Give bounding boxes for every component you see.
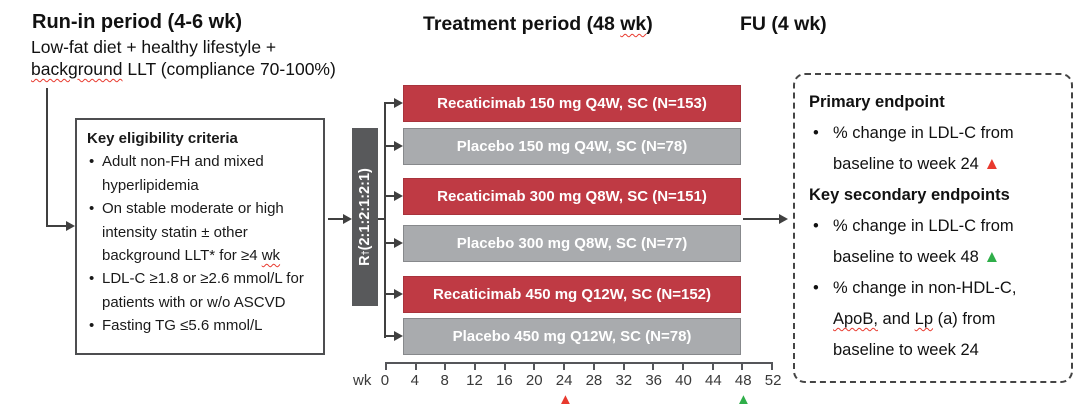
arm-bar-recaticimab-450: Recaticimab 450 mg Q12W, SC (N=152) (403, 276, 741, 313)
eligibility-box: Key eligibility criteria • Adult non-FH … (75, 118, 325, 355)
axis-tick (385, 364, 387, 370)
axis-tick (652, 364, 655, 370)
run-in-subtitle-line2: background LLT (compliance 70-100%) (31, 59, 336, 79)
to-endpoints-line (743, 218, 781, 220)
box-to-randomization-arrowhead-icon (343, 214, 357, 224)
branch-arrowhead-icon (394, 191, 408, 201)
randomization-label: R † (2:1:2:1:2:1) (357, 168, 373, 266)
branch-line (385, 335, 396, 337)
week-axis-ruler (385, 362, 773, 372)
week-axis-unit: wk (353, 372, 372, 389)
week48-marker-icon: ▲ (736, 391, 751, 408)
eligibility-item-ldlc: • LDL-C ≥1.8 or ≥2.6 mmol/L for patients… (87, 267, 317, 314)
bullet-icon: • (813, 279, 819, 297)
branch-arrowhead-icon (394, 289, 408, 299)
arm-bar-placebo-300: Placebo 300 mg Q8W, SC (N=77) (403, 225, 741, 262)
treatment-period-title: Treatment period (48 wk) (423, 13, 653, 35)
elbow-arrowhead-icon (66, 221, 80, 231)
branch-trunk-line (384, 102, 386, 338)
branch-arrowhead-icon (394, 331, 408, 341)
branch-line (385, 102, 396, 104)
branch-line (385, 145, 396, 147)
run-in-period-title: Run-in period (4-6 wk) (32, 11, 242, 33)
branch-arrowhead-icon (394, 98, 408, 108)
bullet-icon: • (813, 124, 819, 142)
axis-tick (444, 364, 447, 370)
eligibility-item-statin: • On stable moderate or high intensity s… (87, 197, 317, 267)
eligibility-item-tg: • Fasting TG ≤5.6 mmol/L (87, 314, 317, 337)
week24-marker-icon: ▲ (558, 391, 573, 408)
axis-tick (414, 364, 417, 370)
arm-bar-recaticimab-300: Recaticimab 300 mg Q8W, SC (N=151) (403, 178, 741, 215)
branch-line (385, 242, 396, 244)
branch-arrowhead-icon (394, 238, 408, 248)
randomization-stub-line (378, 218, 385, 220)
follow-up-title: FU (4 wk) (740, 13, 827, 35)
secondary-endpoint-item-nonhdlc: • % change in non-HDL-C, ApoB, and Lp (a… (809, 273, 1065, 366)
arm-bar-placebo-150: Placebo 150 mg Q4W, SC (N=78) (403, 128, 741, 165)
axis-tick (533, 364, 536, 370)
week48-marker-icon: ▲ (983, 247, 1001, 266)
week24-marker-icon: ▲ (983, 154, 1001, 173)
elbow-connector-vertical (46, 88, 48, 227)
bullet-icon: • (89, 317, 95, 335)
axis-tick (622, 364, 625, 370)
primary-endpoint-title: Primary endpoint (809, 93, 945, 111)
week-axis-labels: 0 4 8 12 16 20 24 28 32 36 40 44 48 52 (380, 372, 782, 389)
branch-line (385, 293, 396, 295)
axis-tick (681, 364, 684, 370)
secondary-endpoints-title: Key secondary endpoints (809, 186, 1010, 204)
run-in-subtitle: Low-fat diet + healthy lifestyle + backg… (31, 36, 336, 80)
axis-tick (592, 364, 595, 370)
primary-endpoint-item: • % change in LDL-C from baseline to wee… (809, 118, 1065, 180)
bullet-icon: • (89, 270, 95, 288)
endpoints-box: Primary endpoint • % change in LDL-C fro… (793, 73, 1073, 383)
axis-tick (711, 364, 714, 370)
axis-tick (474, 364, 477, 370)
box-to-randomization-line (328, 218, 344, 220)
bullet-icon: • (813, 217, 819, 235)
bullet-icon: • (89, 153, 95, 171)
eligibility-title: Key eligibility criteria (87, 130, 238, 147)
axis-tick (770, 364, 773, 370)
eligibility-item-nonfh: • Adult non-FH and mixed hyperlipidemia (87, 150, 317, 197)
run-in-subtitle-line1: Low-fat diet + healthy lifestyle + (31, 37, 277, 57)
axis-tick (741, 364, 744, 370)
arm-bar-placebo-450: Placebo 450 mg Q12W, SC (N=78) (403, 318, 741, 355)
axis-tick (563, 364, 566, 370)
bullet-icon: • (89, 200, 95, 218)
secondary-endpoint-item-ldlc48: • % change in LDL-C from baseline to wee… (809, 211, 1065, 273)
branch-line (385, 195, 396, 197)
to-endpoints-arrowhead-icon (779, 214, 793, 224)
axis-tick (503, 364, 506, 370)
branch-arrowhead-icon (394, 141, 408, 151)
randomization-bar: R † (2:1:2:1:2:1) (352, 128, 378, 306)
elbow-connector-horizontal (46, 225, 67, 227)
arm-bar-recaticimab-150: Recaticimab 150 mg Q4W, SC (N=153) (403, 85, 741, 122)
